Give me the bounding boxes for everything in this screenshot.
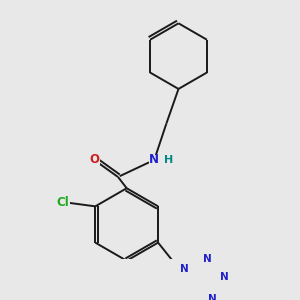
Text: N: N [180, 264, 189, 274]
Bar [88, 154, 100, 165]
Bar [219, 272, 230, 282]
Bar [164, 155, 173, 164]
Bar [55, 196, 70, 208]
Bar [149, 154, 160, 165]
Text: N: N [149, 153, 159, 166]
Text: N: N [203, 254, 212, 264]
Text: H: H [164, 155, 173, 165]
Text: O: O [89, 153, 99, 166]
Text: Cl: Cl [56, 196, 69, 208]
Bar [179, 264, 189, 274]
Bar [202, 254, 212, 264]
Text: N: N [208, 294, 216, 300]
Bar [207, 294, 217, 300]
Text: N: N [220, 272, 229, 282]
